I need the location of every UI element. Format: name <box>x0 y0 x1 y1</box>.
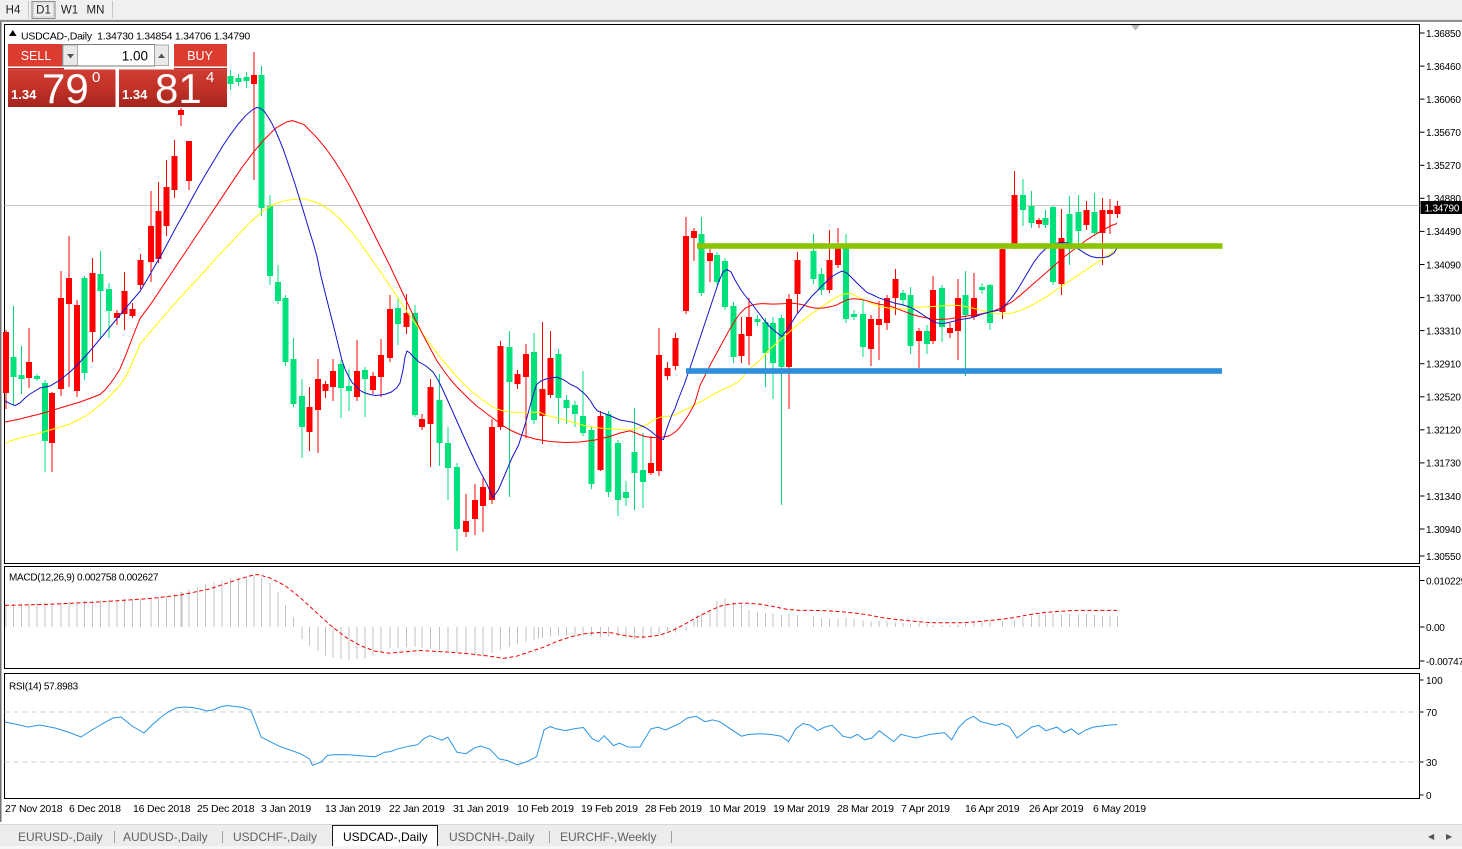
svg-text:25 Dec 2018: 25 Dec 2018 <box>197 803 255 815</box>
svg-text:13 Jan 2019: 13 Jan 2019 <box>325 803 381 815</box>
svg-text:81: 81 <box>155 65 202 112</box>
svg-text:1.30940: 1.30940 <box>1426 525 1461 536</box>
svg-text:1.36060: 1.36060 <box>1426 95 1461 106</box>
svg-text:1.34880: 1.34880 <box>1426 194 1461 205</box>
svg-text:79: 79 <box>42 65 89 112</box>
svg-text:0.010229: 0.010229 <box>1426 576 1462 587</box>
svg-text:26 Apr 2019: 26 Apr 2019 <box>1029 803 1084 815</box>
svg-text:H4: H4 <box>6 5 21 17</box>
svg-text:1.34090: 1.34090 <box>1426 260 1461 271</box>
svg-text:100: 100 <box>1426 676 1443 687</box>
svg-text:SELL: SELL <box>21 49 52 63</box>
svg-text:16 Dec 2018: 16 Dec 2018 <box>133 803 191 815</box>
svg-text:USDCAD-,Daily 1.34730 1.34854: USDCAD-,Daily 1.34730 1.34854 1.34706 1.… <box>21 31 250 43</box>
svg-text:1.36850: 1.36850 <box>1426 29 1461 40</box>
svg-text:1.36460: 1.36460 <box>1426 62 1461 73</box>
svg-text:0: 0 <box>1426 791 1432 802</box>
svg-text:D1: D1 <box>36 5 51 17</box>
svg-text:1.33700: 1.33700 <box>1426 293 1461 304</box>
svg-text:1.31340: 1.31340 <box>1426 492 1461 503</box>
svg-text:W1: W1 <box>61 5 78 17</box>
svg-text:1.35670: 1.35670 <box>1426 128 1461 139</box>
svg-text:27 Nov 2018: 27 Nov 2018 <box>5 803 63 815</box>
svg-text:6 Dec 2018: 6 Dec 2018 <box>69 803 121 815</box>
svg-text:0: 0 <box>92 69 100 86</box>
svg-text:1.34: 1.34 <box>11 87 37 102</box>
svg-text:10 Feb 2019: 10 Feb 2019 <box>517 803 574 815</box>
svg-text:30: 30 <box>1426 758 1438 769</box>
svg-text:1.31730: 1.31730 <box>1426 459 1461 470</box>
svg-text:1.34490: 1.34490 <box>1426 227 1461 238</box>
svg-text:4: 4 <box>206 69 214 86</box>
svg-text:7 Apr 2019: 7 Apr 2019 <box>901 803 950 815</box>
svg-text:MN: MN <box>87 5 105 17</box>
svg-text:3 Jan 2019: 3 Jan 2019 <box>261 803 311 815</box>
svg-text:1.35270: 1.35270 <box>1426 161 1461 172</box>
svg-text:31 Jan 2019: 31 Jan 2019 <box>453 803 509 815</box>
svg-text:28 Mar 2019: 28 Mar 2019 <box>837 803 894 815</box>
svg-text:22 Jan 2019: 22 Jan 2019 <box>389 803 445 815</box>
svg-text:0.00: 0.00 <box>1426 623 1445 634</box>
svg-text:BUY: BUY <box>187 49 213 63</box>
svg-text:6 May 2019: 6 May 2019 <box>1093 803 1146 815</box>
svg-text:70: 70 <box>1426 708 1438 719</box>
svg-text:10 Mar 2019: 10 Mar 2019 <box>709 803 766 815</box>
svg-text:-0.007477: -0.007477 <box>1426 657 1462 668</box>
svg-text:1.34: 1.34 <box>122 87 148 102</box>
svg-text:28 Feb 2019: 28 Feb 2019 <box>645 803 702 815</box>
svg-text:1.30550: 1.30550 <box>1426 552 1461 563</box>
svg-text:1.33310: 1.33310 <box>1426 326 1461 337</box>
svg-text:1.34790: 1.34790 <box>1425 203 1460 214</box>
svg-text:19 Mar 2019: 19 Mar 2019 <box>773 803 830 815</box>
svg-text:1.32120: 1.32120 <box>1426 426 1461 437</box>
svg-text:RSI(14) 57.8983: RSI(14) 57.8983 <box>9 682 79 693</box>
svg-text:MACD(12,26,9) 0.002758 0.00262: MACD(12,26,9) 0.002758 0.002627 <box>9 573 159 584</box>
svg-text:16 Apr 2019: 16 Apr 2019 <box>965 803 1020 815</box>
svg-text:1.32910: 1.32910 <box>1426 360 1461 371</box>
svg-text:1.32520: 1.32520 <box>1426 393 1461 404</box>
svg-text:1.00: 1.00 <box>122 49 148 64</box>
svg-text:19 Feb 2019: 19 Feb 2019 <box>581 803 638 815</box>
